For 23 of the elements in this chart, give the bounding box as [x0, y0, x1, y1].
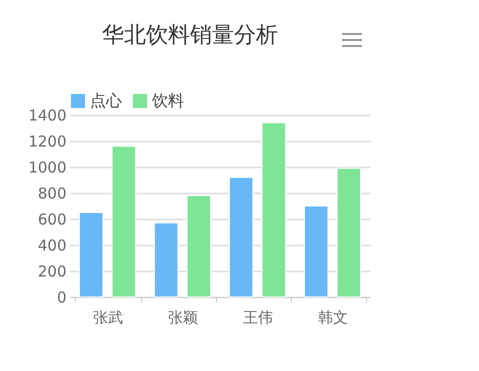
legend-label: 点心 [90, 91, 122, 110]
bar [228, 176, 254, 298]
x-tick-label: 张颖 [168, 308, 198, 326]
bar [78, 212, 104, 298]
y-tick-label: 600 [38, 210, 66, 228]
y-tick-label: 1200 [28, 132, 66, 150]
bar [154, 222, 178, 298]
y-tick-label: 0 [56, 288, 66, 306]
legend-label: 饮料 [151, 91, 184, 110]
y-tick-label: 200 [38, 262, 66, 280]
y-tick-label: 1400 [28, 106, 66, 124]
bar [186, 195, 212, 298]
y-tick-label: 400 [38, 236, 66, 254]
y-tick-label: 800 [38, 184, 66, 202]
chart-title: 华北饮料销量分析 [102, 23, 278, 48]
bar [304, 206, 328, 298]
bar [112, 146, 136, 298]
y-tick-label: 1000 [28, 158, 66, 176]
x-tick-label: 王伟 [243, 308, 273, 326]
x-tick-label: 韩文 [318, 308, 348, 326]
x-tick-label: 张武 [93, 308, 123, 326]
bar [262, 122, 286, 298]
bar [336, 168, 362, 298]
